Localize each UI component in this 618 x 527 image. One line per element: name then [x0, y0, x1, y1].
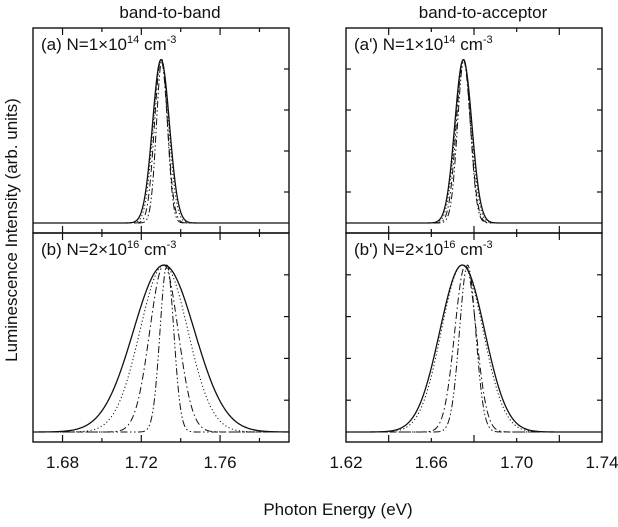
panel-label-superscript: 14 [443, 34, 455, 46]
curves [346, 58, 602, 224]
panel-label-text: (a') N=1×10 [354, 35, 443, 54]
panel-label: (b') N=2×1016 cm-3 [354, 239, 493, 259]
series-dotted [346, 264, 602, 433]
panel-label-text: cm [139, 240, 166, 259]
panel-label-text: cm [139, 35, 166, 54]
panel-label-text: cm [456, 35, 483, 54]
panel-label: (b) N=2×1016 cm-3 [41, 239, 176, 259]
panel-b: 1.68 1.72 1.76 (b) N=2×1016 cm-3 [32, 232, 290, 472]
panel-frame [345, 27, 603, 234]
curves [33, 58, 289, 224]
x-tick-label: 1.72 [125, 453, 158, 472]
panel-frame [32, 27, 290, 234]
panel-frame [32, 232, 290, 443]
panel-a: (a) N=1×1014 cm-3 [32, 27, 290, 234]
panel-label-superscript: 16 [127, 239, 139, 251]
curves [33, 264, 289, 433]
panels: (a) N=1×1014 cm-31.68 1.72 1.76(b) N=2×101… [32, 27, 618, 472]
series-dashdotdot [346, 264, 602, 433]
panel-label-superscript: -3 [167, 239, 177, 251]
series-dotted [33, 264, 289, 433]
panel-label: (a) N=1×1014 cm-3 [41, 34, 176, 54]
series-dotted [346, 59, 602, 224]
panel-label-superscript: 16 [443, 239, 455, 251]
series-dashdotdot [33, 59, 289, 224]
panel-label-superscript: -3 [483, 34, 493, 46]
column-title-band-to-band: band-to-band [119, 3, 220, 22]
series-dashdot [346, 59, 602, 224]
series-dashdotdot [33, 264, 289, 433]
x-tick-label: 1.66 [415, 453, 448, 472]
x-tick-label: 1.76 [204, 453, 237, 472]
panel-label: (a') N=1×1014 cm-3 [354, 34, 493, 54]
series-solid [33, 264, 289, 433]
series-dashdot [346, 264, 602, 433]
x-tick-label: 1.62 [329, 453, 362, 472]
series-solid [346, 58, 602, 224]
column-title-band-to-acceptor: band-to-acceptor [419, 3, 548, 22]
curves [346, 264, 602, 433]
x-tick-label: 1.68 [46, 453, 79, 472]
series-dashdot [33, 58, 289, 224]
panel-b_prime: 1.62 1.66 1.70 1.74 (b') N=2×1016 cm-3 [329, 232, 618, 472]
panel-label-text: (b') N=2×10 [354, 240, 443, 259]
panel-frame [345, 232, 603, 443]
x-tick-label: 1.70 [500, 453, 533, 472]
y-axis-title: Luminescence Intensity (arb. units) [2, 98, 21, 362]
series-solid [346, 264, 602, 433]
series-dashdot [33, 264, 289, 433]
series-solid [33, 58, 289, 224]
x-tick-label: 1.74 [585, 453, 618, 472]
panel-label-superscript: -3 [167, 34, 177, 46]
panel-label-text: cm [456, 240, 483, 259]
panel-label-superscript: -3 [483, 239, 493, 251]
x-axis-title: Photon Energy (eV) [263, 500, 412, 519]
panel-label-text: (b) N=2×10 [41, 240, 127, 259]
panel-a_prime: (a') N=1×1014 cm-3 [345, 27, 603, 234]
panel-label-superscript: 14 [127, 34, 139, 46]
panel-label-text: (a) N=1×10 [41, 35, 127, 54]
series-dotted [33, 58, 289, 224]
